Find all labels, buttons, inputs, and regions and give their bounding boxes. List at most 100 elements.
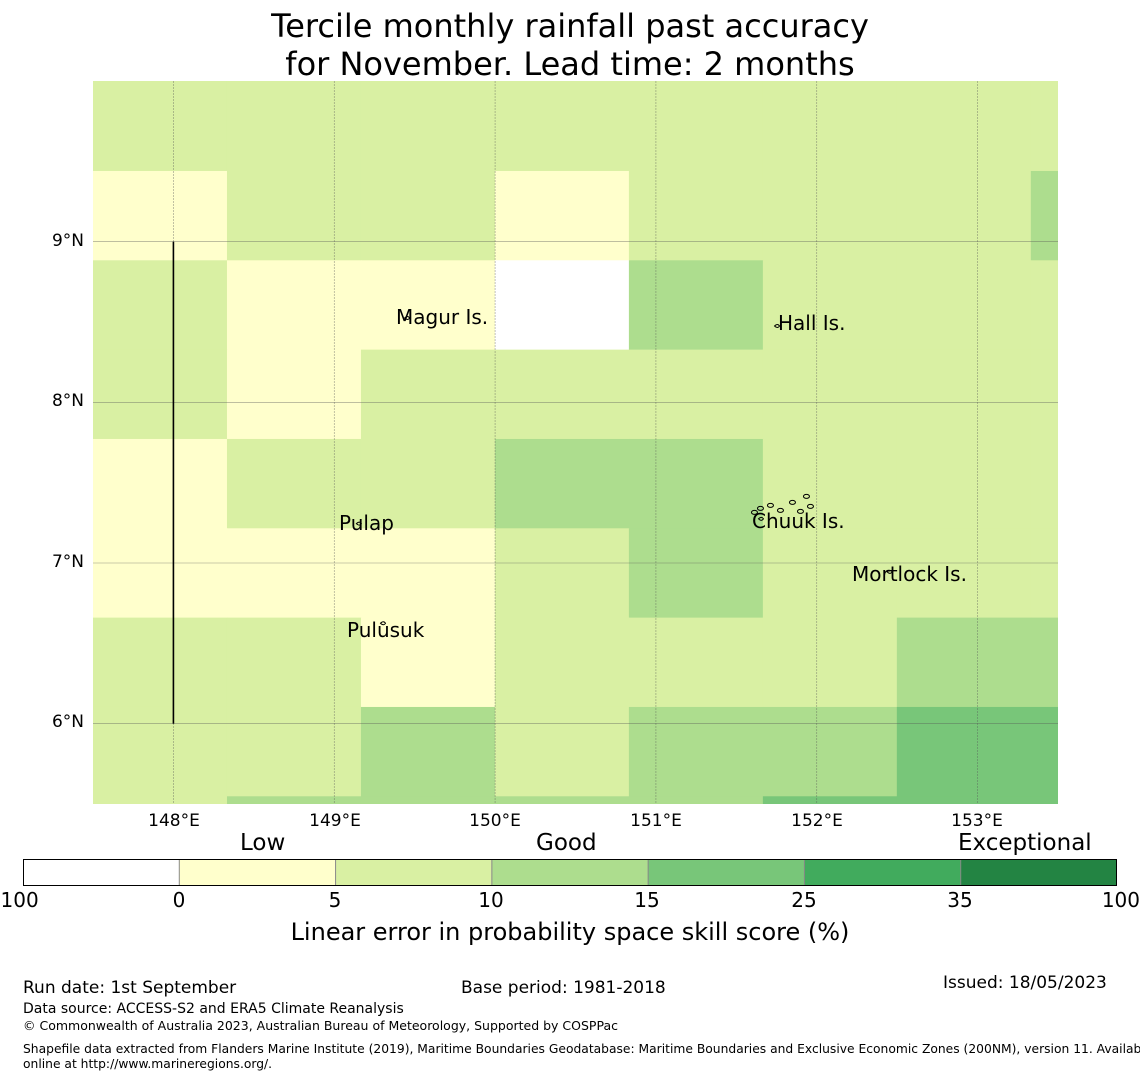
skill-cell bbox=[93, 528, 228, 619]
lat-tick-7n: 7°N bbox=[51, 552, 84, 572]
lon-tick-153e: 153°E bbox=[951, 811, 1003, 831]
skill-cell bbox=[226, 706, 362, 797]
skill-cell bbox=[226, 438, 362, 529]
copyright: © Commonwealth of Australia 2023, Austra… bbox=[23, 1018, 618, 1033]
data-source: Data source: ACCESS-S2 and ERA5 Climate … bbox=[23, 1001, 404, 1017]
skill-cell bbox=[494, 349, 630, 440]
skill-cell bbox=[93, 796, 228, 804]
island-outline bbox=[757, 516, 765, 521]
colorbar-tick: 10 bbox=[478, 888, 504, 912]
skill-cell bbox=[628, 796, 764, 804]
skill-cell bbox=[896, 260, 1032, 351]
chuuk-islet-outline bbox=[806, 503, 814, 509]
lon-tick-149e: 149°E bbox=[309, 811, 361, 831]
colorbar-segment bbox=[648, 859, 805, 886]
skill-cell bbox=[762, 796, 898, 804]
map-canvas bbox=[93, 81, 1058, 804]
skill-cell bbox=[1030, 349, 1058, 440]
colorbar-border bbox=[23, 859, 1117, 886]
skill-cell bbox=[762, 349, 898, 440]
legend-category-exceptional: Exceptional bbox=[958, 830, 1092, 856]
colorbar-tick: -100 bbox=[0, 888, 39, 912]
skill-cell bbox=[762, 438, 898, 529]
skill-cell bbox=[1030, 438, 1058, 529]
colorbar-label: Linear error in probability space skill … bbox=[290, 918, 850, 946]
skill-cell bbox=[226, 170, 362, 261]
skill-cell bbox=[226, 528, 362, 619]
skill-cell bbox=[360, 528, 496, 619]
skill-cell bbox=[762, 528, 898, 619]
skill-cell bbox=[628, 438, 764, 529]
chuuk-islet-outline bbox=[796, 508, 804, 514]
lon-tick-152e: 152°E bbox=[791, 811, 843, 831]
colorbar-tick: 25 bbox=[791, 888, 817, 912]
skill-cell bbox=[628, 260, 764, 351]
skill-cell bbox=[226, 796, 362, 804]
island-outline bbox=[886, 569, 893, 574]
skill-cell bbox=[360, 170, 496, 261]
skill-cell bbox=[494, 81, 630, 172]
colorbar-segment bbox=[804, 859, 962, 886]
colorbar-tick: 0 bbox=[172, 888, 186, 912]
colorbar-segment bbox=[491, 859, 649, 886]
skill-cell bbox=[1030, 260, 1058, 351]
title-line-1: Tercile monthly rainfall past accuracy bbox=[271, 7, 869, 45]
skill-cell bbox=[494, 796, 630, 804]
skill-cell bbox=[1030, 81, 1058, 172]
island-outline bbox=[355, 521, 362, 526]
skill-cell bbox=[628, 349, 764, 440]
skill-cell bbox=[628, 617, 764, 708]
skill-cell bbox=[360, 796, 496, 804]
skill-cell bbox=[628, 170, 764, 261]
skill-cell bbox=[762, 260, 898, 351]
skill-cell bbox=[226, 81, 362, 172]
chuuk-islet-outline bbox=[802, 493, 810, 499]
skill-cell bbox=[762, 170, 898, 261]
skill-cell bbox=[360, 81, 496, 172]
skill-cell bbox=[360, 438, 496, 529]
skill-cell bbox=[93, 438, 228, 529]
lon-tick-150e: 150°E bbox=[469, 811, 521, 831]
place-label-chuuk: Chuuk Is. bbox=[752, 509, 845, 533]
issued-date: Issued: 18/05/2023 bbox=[943, 973, 1107, 993]
skill-cell bbox=[494, 528, 630, 619]
skill-cell bbox=[762, 81, 898, 172]
skill-cell bbox=[494, 170, 630, 261]
place-label-pulusuk: Pulusuk bbox=[347, 618, 425, 642]
skill-cell bbox=[1030, 706, 1058, 797]
shapefile-credit-line-1: Shapefile data extracted from Flanders M… bbox=[23, 1042, 1140, 1056]
skill-cell bbox=[226, 617, 362, 708]
chuuk-islet-outline bbox=[766, 502, 774, 508]
title-line-2: for November. Lead time: 2 months bbox=[285, 45, 855, 83]
skill-cell bbox=[896, 81, 1032, 172]
skill-cell bbox=[93, 81, 228, 172]
place-label-pulap: Pulap bbox=[339, 511, 394, 535]
colorbar-segment bbox=[960, 859, 1118, 886]
skill-cell bbox=[896, 438, 1032, 529]
island-outline bbox=[379, 621, 387, 626]
colorbar-tick: 15 bbox=[634, 888, 660, 912]
skill-cell bbox=[628, 528, 764, 619]
chuuk-islet-outline bbox=[776, 507, 784, 513]
skill-cell bbox=[896, 349, 1032, 440]
island-outline bbox=[403, 316, 411, 320]
skill-cell bbox=[896, 796, 1032, 804]
lon-tick-151e: 151°E bbox=[630, 811, 682, 831]
skill-cell bbox=[494, 617, 630, 708]
skill-cell bbox=[494, 438, 630, 529]
lon-tick-148e: 148°E bbox=[148, 811, 200, 831]
colorbar-segment bbox=[179, 859, 337, 886]
skill-cell bbox=[896, 528, 1032, 619]
base-period: Base period: 1981-2018 bbox=[461, 978, 666, 998]
place-label-hall: Hall Is. bbox=[778, 311, 846, 335]
island-outline bbox=[773, 324, 781, 329]
skill-cell bbox=[762, 617, 898, 708]
colorbar-segment bbox=[335, 859, 493, 886]
skill-cell bbox=[360, 706, 496, 797]
skill-cell bbox=[226, 349, 362, 440]
lat-tick-8n: 8°N bbox=[51, 391, 84, 411]
skill-cell bbox=[360, 349, 496, 440]
colorbar-canvas bbox=[23, 859, 1118, 886]
colorbar-segment bbox=[23, 859, 180, 886]
skill-cell bbox=[93, 617, 228, 708]
